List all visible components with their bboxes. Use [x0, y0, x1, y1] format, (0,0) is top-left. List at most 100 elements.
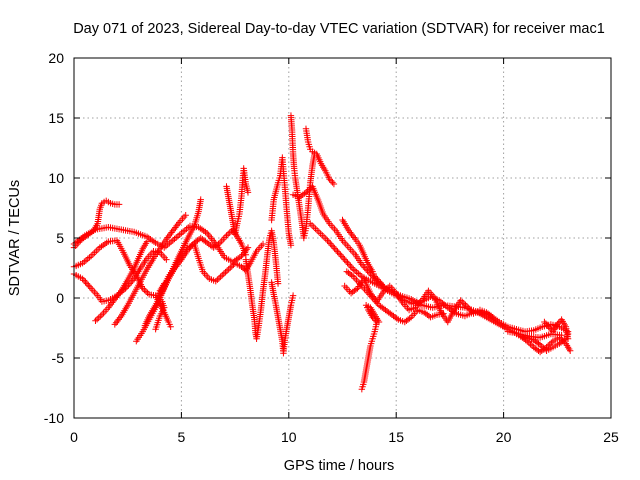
data-point — [312, 225, 319, 232]
data-point — [391, 314, 399, 321]
data-point — [544, 342, 552, 349]
series-sat-arc-16 — [302, 125, 338, 188]
series-sat-arc-19 — [341, 275, 497, 326]
data-point — [489, 314, 497, 321]
data-point — [178, 230, 185, 237]
data-point — [440, 310, 447, 317]
series-sat-arc-2 — [70, 222, 252, 266]
data-point — [334, 248, 341, 255]
data-point — [375, 318, 383, 326]
x-tick-label: 0 — [70, 429, 78, 445]
data-point — [313, 227, 321, 234]
series-sat-arc-22 — [339, 216, 387, 290]
data-point — [337, 251, 344, 258]
data-point — [144, 289, 151, 297]
data-point — [327, 177, 335, 184]
data-point — [422, 310, 429, 317]
series-sat-arc-13 — [268, 154, 295, 249]
data-point — [331, 245, 338, 252]
data-point — [483, 309, 490, 316]
data-point — [361, 264, 368, 271]
data-point — [351, 287, 358, 294]
data-point — [86, 283, 93, 290]
data-point — [351, 267, 359, 274]
data-point — [462, 301, 469, 309]
data-point — [556, 340, 563, 347]
data-point — [484, 310, 492, 317]
data-point — [326, 176, 333, 183]
data-point — [181, 227, 189, 234]
data-point — [374, 276, 381, 283]
data-point — [348, 272, 355, 279]
data-point — [222, 269, 229, 276]
data-point — [163, 256, 170, 263]
data-point — [183, 225, 190, 233]
y-tick-label: 10 — [48, 170, 64, 186]
data-point — [406, 315, 413, 322]
data-point — [347, 262, 354, 270]
data-point — [244, 244, 252, 251]
data-point — [82, 278, 89, 286]
x-tick-label: 10 — [281, 429, 297, 445]
data-point — [223, 232, 230, 239]
x-tick-label: 20 — [496, 429, 512, 445]
data-point — [215, 275, 223, 282]
data-point — [488, 312, 495, 320]
data-point — [227, 264, 234, 271]
data-point — [530, 336, 537, 344]
data-point — [224, 230, 232, 238]
data-point — [329, 243, 337, 250]
data-point — [325, 238, 333, 246]
x-tick-label: 15 — [388, 429, 404, 445]
data-point — [332, 246, 340, 254]
data-point — [344, 259, 351, 266]
data-point — [95, 314, 102, 321]
data-point — [540, 344, 547, 351]
data-point — [533, 339, 541, 346]
data-point — [346, 270, 354, 278]
series-sat-arc-24 — [517, 330, 572, 354]
data-point — [329, 179, 336, 186]
data-point — [542, 320, 550, 327]
data-point — [169, 237, 177, 244]
data-point — [375, 278, 383, 285]
data-point — [353, 268, 360, 276]
data-point — [404, 316, 412, 323]
data-point — [199, 236, 206, 243]
data-point — [380, 288, 387, 296]
x-tick-label: 25 — [603, 429, 619, 445]
data-point — [80, 277, 88, 284]
data-point — [557, 339, 565, 346]
data-point — [322, 235, 329, 242]
data-point — [459, 298, 466, 306]
data-point — [259, 240, 267, 248]
data-point — [538, 343, 545, 350]
series-sat-arc-11 — [223, 165, 252, 238]
y-tick-label: 0 — [56, 290, 64, 306]
axis-ticks: 0 5 10 15 20 25 -10 -5 0 5 10 15 20 — [44, 50, 619, 445]
data-point — [319, 232, 326, 239]
data-point — [296, 194, 303, 201]
data-point — [401, 318, 408, 326]
series-sat-arc-6 — [111, 212, 189, 328]
data-point — [194, 237, 201, 244]
data-point — [212, 278, 219, 285]
data-point — [546, 341, 553, 348]
y-tick-label: 15 — [48, 110, 64, 126]
data-point — [556, 334, 563, 341]
data-point — [197, 234, 204, 242]
data-point — [173, 234, 180, 241]
series-sat-arc-20 — [343, 268, 447, 326]
data-point — [327, 240, 334, 247]
data-point — [532, 338, 539, 345]
data-point — [460, 300, 468, 307]
data-point — [287, 242, 295, 249]
data-point — [387, 310, 394, 317]
data-point — [205, 240, 212, 248]
data-point — [548, 339, 555, 346]
data-point — [360, 262, 367, 270]
data-point — [424, 311, 431, 318]
data-point — [115, 201, 123, 208]
data-point — [87, 252, 95, 260]
